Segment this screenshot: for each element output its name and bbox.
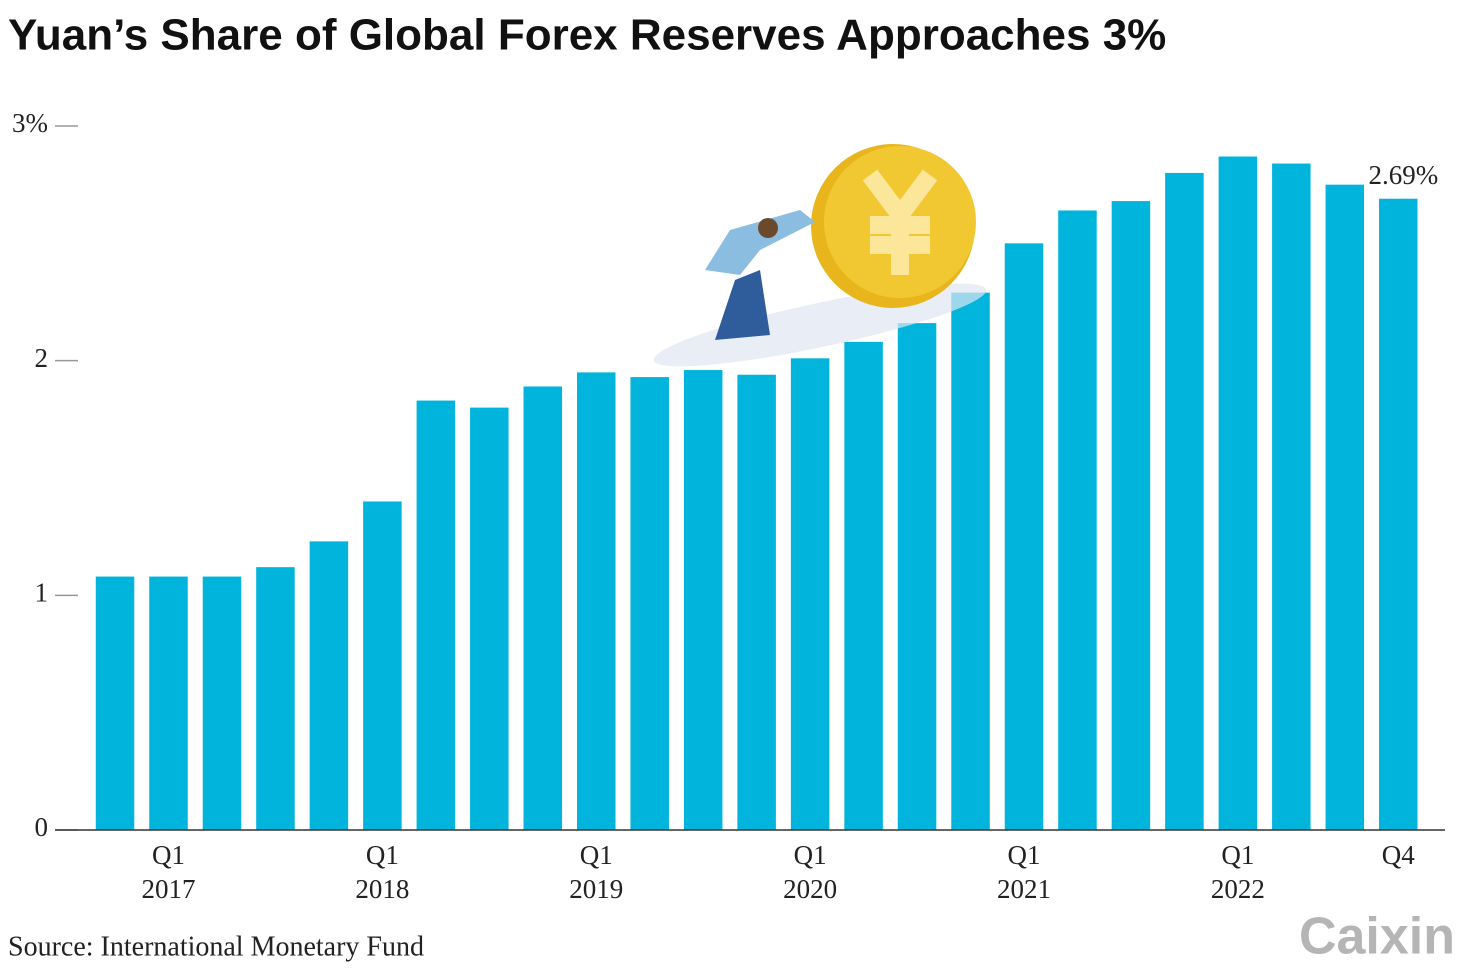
bar bbox=[844, 341, 883, 830]
x-tick-label: Q1 2019 bbox=[569, 840, 623, 904]
bar bbox=[1218, 156, 1258, 831]
bar bbox=[683, 370, 723, 830]
logo: Caixin bbox=[1299, 908, 1455, 966]
bar bbox=[1379, 198, 1418, 830]
bar bbox=[470, 407, 509, 830]
bar bbox=[737, 374, 776, 830]
x-tick-label: Q1 2018 bbox=[355, 840, 409, 904]
bar bbox=[897, 323, 937, 830]
x-tick-label: Q1 2020 bbox=[783, 840, 837, 904]
bar bbox=[1272, 163, 1311, 831]
bar bbox=[630, 377, 669, 830]
figure-head bbox=[758, 218, 778, 238]
x-tick-label: Q1 2017 bbox=[142, 840, 196, 904]
bar bbox=[256, 567, 295, 830]
bar bbox=[576, 372, 616, 830]
bar bbox=[1004, 243, 1044, 831]
bar bbox=[1165, 172, 1204, 830]
y-tick-label: 1 bbox=[35, 578, 49, 608]
y-tick-label: 2 bbox=[35, 343, 49, 373]
bar bbox=[790, 358, 830, 830]
x-tick-label: Q1 2022 bbox=[1211, 840, 1265, 904]
source-note: Source: International Monetary Fund bbox=[8, 931, 424, 962]
bar bbox=[309, 541, 349, 830]
bar bbox=[95, 576, 135, 830]
bar bbox=[363, 501, 402, 830]
bar bbox=[149, 576, 188, 830]
coin-symbol bbox=[862, 169, 938, 275]
figure-body bbox=[705, 210, 815, 275]
y-tick-label: 0 bbox=[35, 812, 49, 842]
x-tick-label: Q1 2021 bbox=[997, 840, 1051, 904]
bar bbox=[1325, 184, 1365, 830]
bar bbox=[523, 386, 563, 830]
chart-title: Yuan’s Share of Global Forex Reserves Ap… bbox=[8, 11, 1166, 60]
bar bbox=[202, 576, 242, 830]
bar bbox=[1058, 210, 1097, 831]
bar bbox=[416, 400, 456, 830]
value-label: 2.69% bbox=[1369, 160, 1439, 190]
x-tick-label: Q4 bbox=[1382, 840, 1415, 870]
y-tick-label: 3% bbox=[12, 108, 48, 138]
figure-legs bbox=[715, 270, 770, 340]
bar bbox=[951, 292, 990, 830]
illustration bbox=[653, 144, 987, 367]
bar bbox=[1111, 201, 1151, 831]
